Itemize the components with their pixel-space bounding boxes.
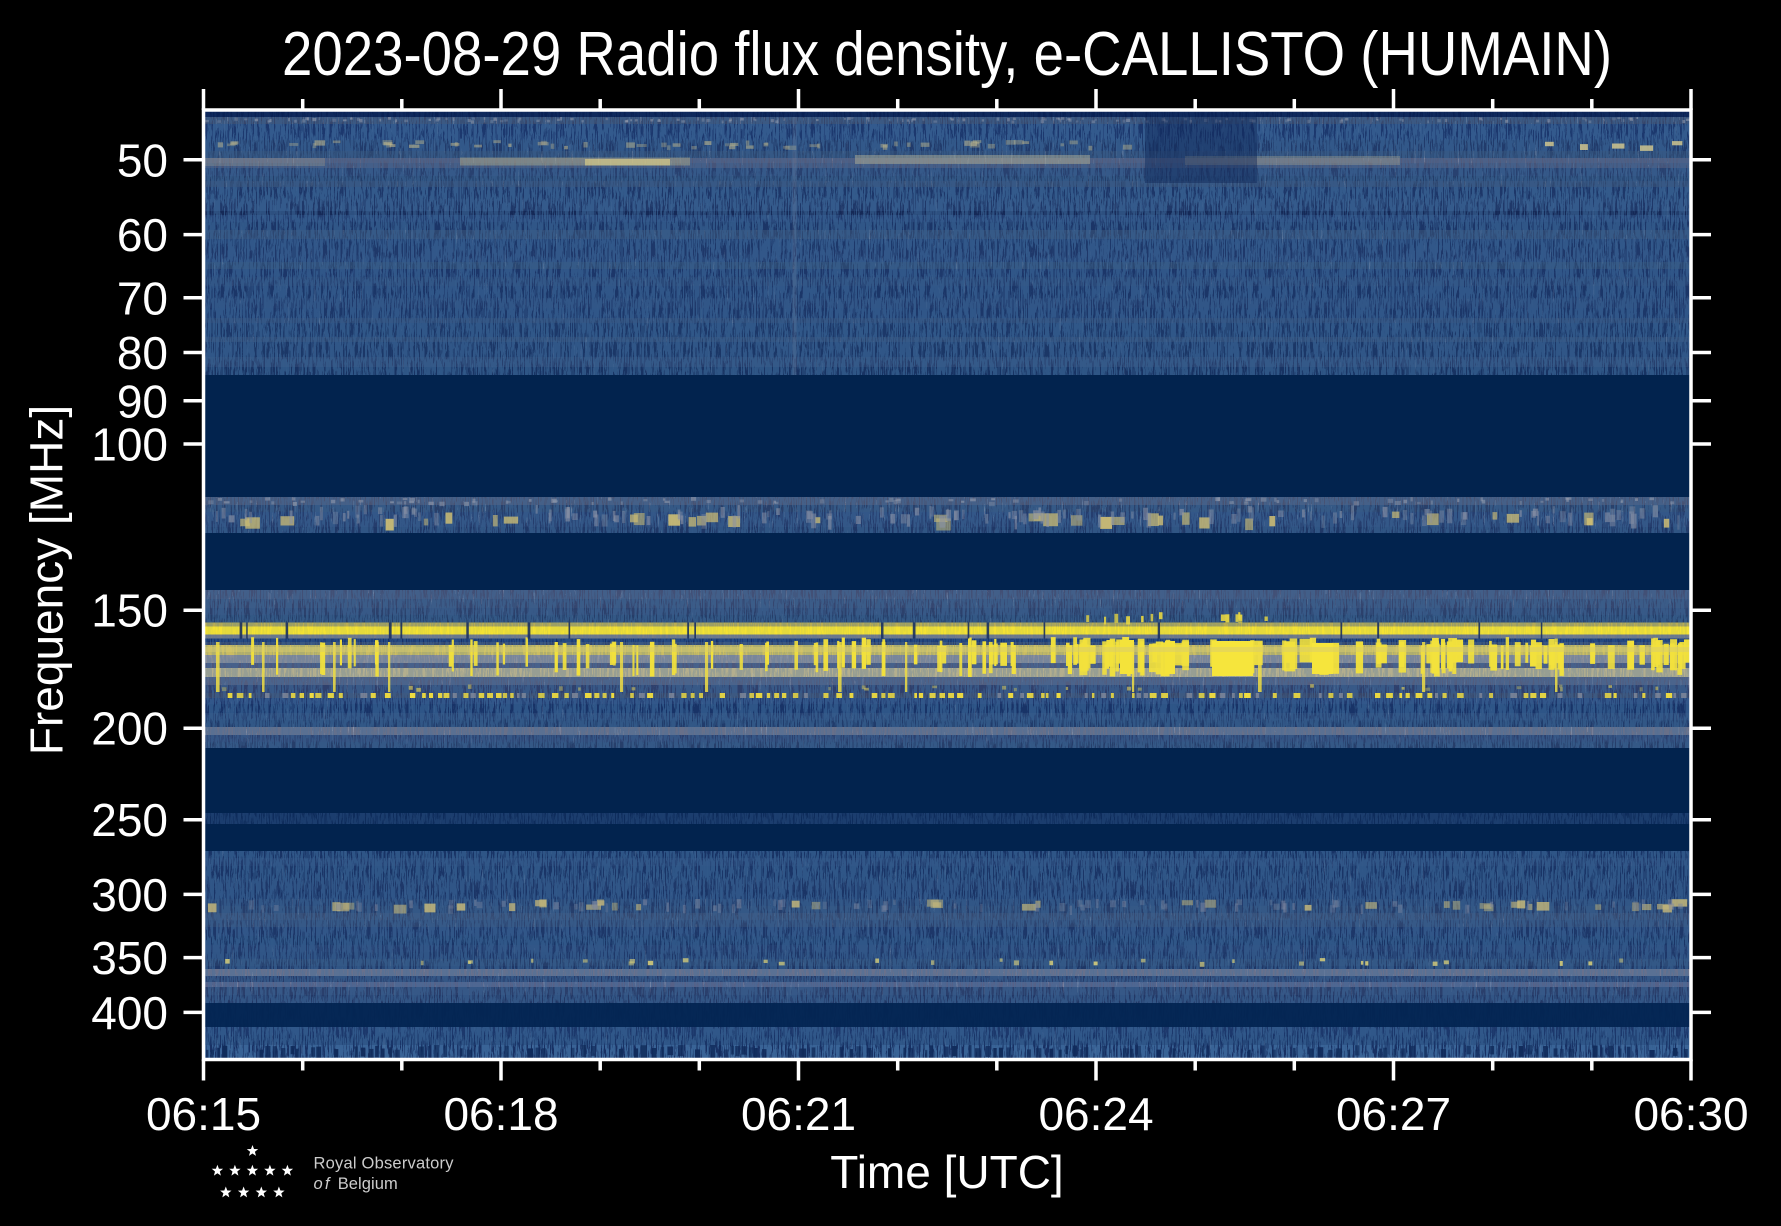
svg-text:06:21: 06:21 [741, 1088, 856, 1140]
svg-text:Belgium: Belgium [338, 1175, 398, 1193]
svg-text:150: 150 [91, 585, 168, 637]
svg-text:60: 60 [117, 209, 168, 261]
svg-text:90: 90 [117, 375, 168, 427]
svg-text:Frequency [MHz]: Frequency [MHz] [21, 405, 73, 755]
svg-text:06:27: 06:27 [1336, 1088, 1451, 1140]
svg-text:06:18: 06:18 [443, 1088, 558, 1140]
svg-text:200: 200 [91, 703, 168, 755]
svg-text:06:24: 06:24 [1038, 1088, 1153, 1140]
svg-text:06:15: 06:15 [146, 1088, 261, 1140]
svg-text:Royal Observatory: Royal Observatory [314, 1155, 455, 1173]
svg-text:50: 50 [117, 134, 168, 186]
svg-text:250: 250 [91, 794, 168, 846]
svg-text:300: 300 [91, 869, 168, 921]
svg-text:2023-08-29 Radio flux density,: 2023-08-29 Radio flux density, e-CALLIST… [282, 20, 1612, 89]
svg-text:350: 350 [91, 932, 168, 984]
svg-text:100: 100 [91, 419, 168, 471]
svg-text:06:30: 06:30 [1633, 1088, 1748, 1140]
svg-text:80: 80 [117, 327, 168, 379]
svg-text:70: 70 [117, 272, 168, 324]
svg-text:400: 400 [91, 987, 168, 1039]
svg-text:Time [UTC]: Time [UTC] [830, 1146, 1063, 1198]
